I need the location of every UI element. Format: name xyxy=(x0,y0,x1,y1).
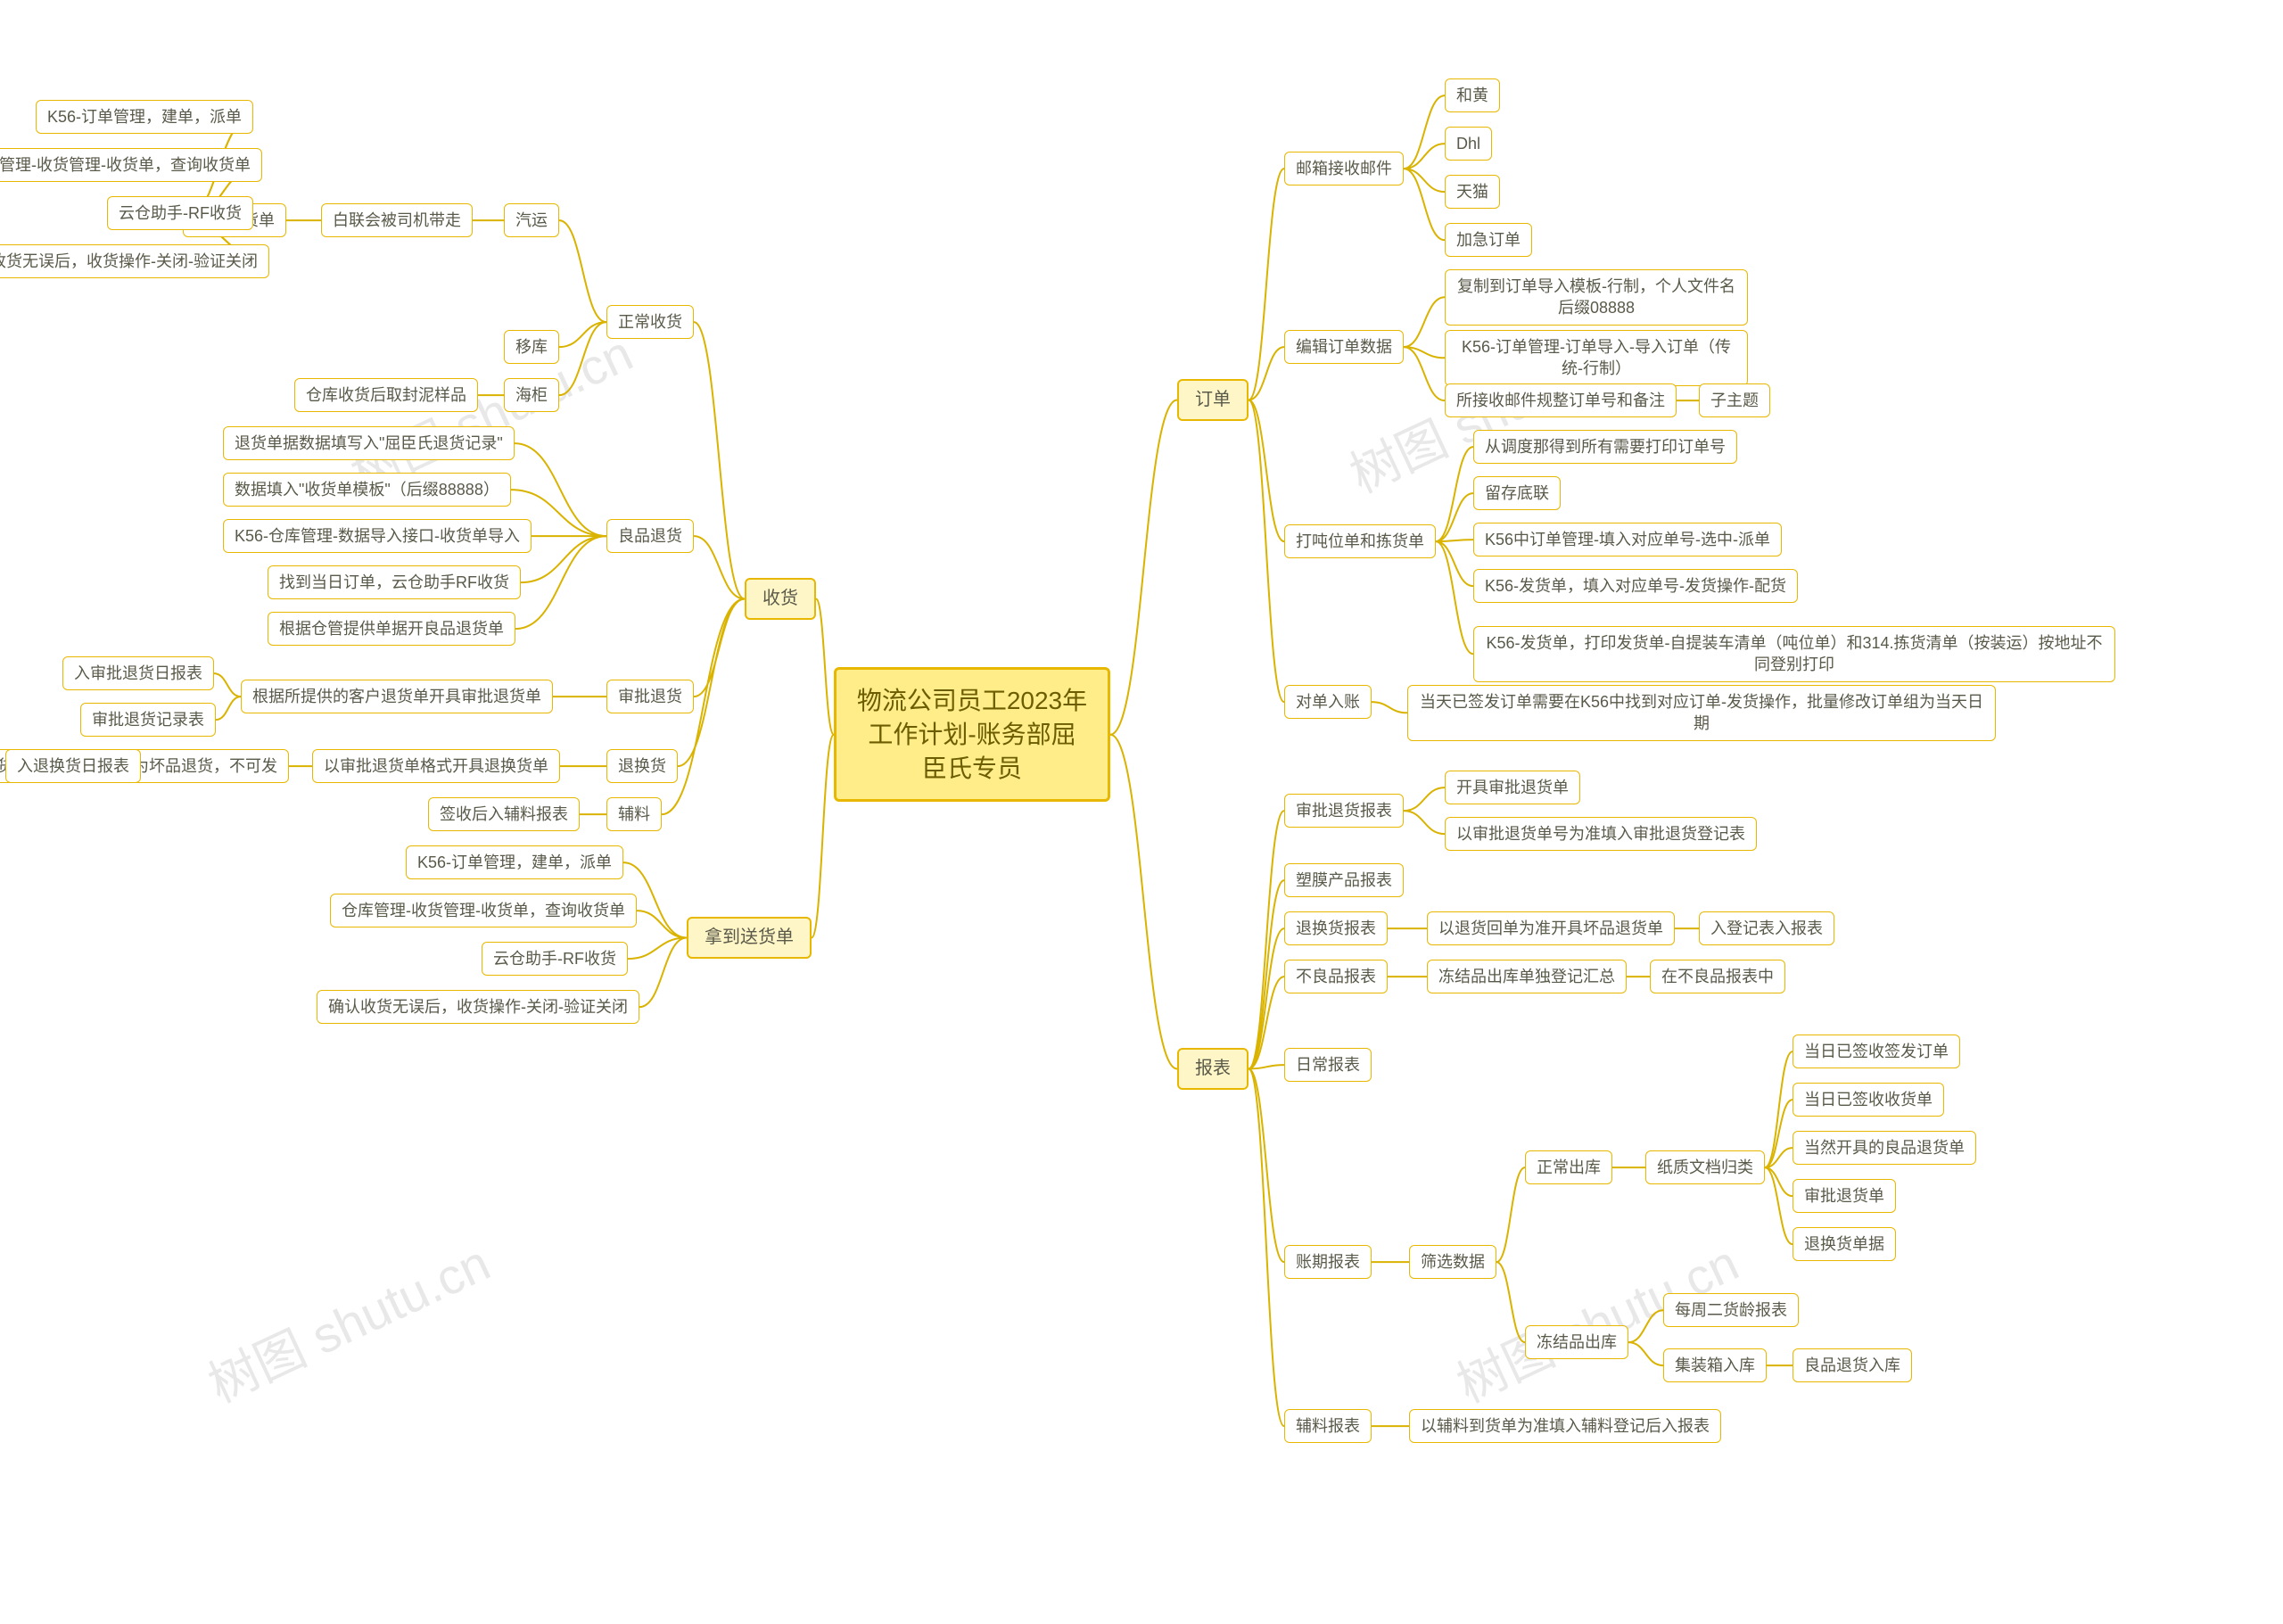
mindmap-node: 退换货 xyxy=(606,749,678,783)
mindmap-node: K56-订单管理，建单，派单 xyxy=(406,845,623,879)
mindmap-node: 确认收货无误后，收货操作-关闭-验证关闭 xyxy=(317,990,639,1024)
mindmap-node: 入审批退货日报表 xyxy=(62,656,214,690)
mindmap-node: 海柜 xyxy=(504,378,559,412)
mindmap-node: 当日已签收收货单 xyxy=(1793,1083,1944,1117)
mindmap-node: K56-订单管理，建单，派单 xyxy=(36,100,253,134)
mindmap-node: 白联会被司机带走 xyxy=(321,203,473,237)
mindmap-root: 物流公司员工2023年工作计划-账务部屈臣氏专员 xyxy=(834,667,1110,802)
mindmap-node: 纸质文档归类 xyxy=(1645,1150,1765,1184)
mindmap-node: 复制到订单导入模板-行制，个人文件名后缀08888 xyxy=(1445,269,1748,326)
mindmap-node: 所接收邮件规整订单号和备注 xyxy=(1445,383,1677,417)
mindmap-node: 以辅料到货单为准填入辅料登记后入报表 xyxy=(1409,1409,1721,1443)
mindmap-node: 当然开具的良品退货单 xyxy=(1793,1131,1976,1165)
mindmap-node: 云仓助手-RF收货 xyxy=(107,196,253,230)
mindmap-node: 退换货单据 xyxy=(1793,1227,1896,1261)
connector-layer xyxy=(0,0,2283,1624)
mindmap-node: K56中订单管理-填入对应单号-选中-派单 xyxy=(1473,523,1782,556)
mindmap-node: 收货 xyxy=(745,578,816,620)
mindmap-node: 正常出库 xyxy=(1525,1150,1612,1184)
mindmap-node: 审批退货单 xyxy=(1793,1179,1896,1213)
mindmap-node: 退换货报表 xyxy=(1284,911,1388,945)
mindmap-node: 日常报表 xyxy=(1284,1048,1372,1082)
mindmap-node: 云仓助手-RF收货 xyxy=(482,942,628,976)
mindmap-node: 审批退货报表 xyxy=(1284,794,1404,828)
mindmap-node: 入退换货日报表 xyxy=(5,749,141,783)
mindmap-node: 根据所提供的客户退货单开具审批退货单 xyxy=(241,680,553,713)
mindmap-node: 留存底联 xyxy=(1473,476,1561,510)
mindmap-node: 以退货回单为准开具坏品退货单 xyxy=(1427,911,1675,945)
mindmap-node: 以审批退货单号为准填入审批退货登记表 xyxy=(1445,817,1757,851)
mindmap-node: 开具审批退货单 xyxy=(1445,771,1580,804)
mindmap-node: 拿到送货单 xyxy=(687,917,812,959)
mindmap-node: 邮箱接收邮件 xyxy=(1284,152,1404,185)
mindmap-node: 数据填入"收货单模板"（后缀88888） xyxy=(223,473,511,507)
watermark: 树图 shutu.cn xyxy=(195,1224,500,1417)
mindmap-node: 塑膜产品报表 xyxy=(1284,863,1404,897)
mindmap-node: 审批退货 xyxy=(606,680,694,713)
mindmap-node: 移库 xyxy=(504,330,559,364)
mindmap-node: Dhl xyxy=(1445,127,1492,161)
mindmap-node: 不良品报表 xyxy=(1284,960,1388,993)
mindmap-node: 确认收货无误后，收货操作-关闭-验证关闭 xyxy=(0,244,269,278)
mindmap-node: 辅料 xyxy=(606,797,662,831)
mindmap-node: 冻结品出库 xyxy=(1525,1325,1628,1359)
mindmap-node: 筛选数据 xyxy=(1409,1245,1496,1279)
mindmap-node: 良品退货入库 xyxy=(1793,1348,1912,1382)
mindmap-node: 签收后入辅料报表 xyxy=(428,797,580,831)
mindmap-node: 正常收货 xyxy=(606,305,694,339)
mindmap-node: 子主题 xyxy=(1699,383,1770,417)
mindmap-node: 从调度那得到所有需要打印订单号 xyxy=(1473,430,1737,464)
mindmap-node: 天猫 xyxy=(1445,175,1500,209)
mindmap-node: 找到当日订单，云仓助手RF收货 xyxy=(268,565,521,599)
mindmap-node: 打吨位单和拣货单 xyxy=(1284,524,1436,558)
mindmap-node: 汽运 xyxy=(504,203,559,237)
mindmap-node: 根据仓管提供单据开良品退货单 xyxy=(268,612,515,646)
mindmap-node: 仓库管理-收货管理-收货单，查询收货单 xyxy=(330,894,637,927)
mindmap-node: 当天已签发订单需要在K56中找到对应订单-发货操作，批量修改订单组为当天日期 xyxy=(1407,685,1996,741)
mindmap-node: 报表 xyxy=(1177,1048,1249,1090)
mindmap-node: 退货单据数据填写入"屈臣氏退货记录" xyxy=(223,426,515,460)
mindmap-node: 审批退货记录表 xyxy=(80,703,216,737)
mindmap-node: 集装箱入库 xyxy=(1663,1348,1767,1382)
mindmap-node: 对单入账 xyxy=(1284,685,1372,719)
mindmap-node: 冻结品出库单独登记汇总 xyxy=(1427,960,1627,993)
mindmap-node: 以审批退货单格式开具退换货单 xyxy=(312,749,560,783)
mindmap-node: K56-发货单，填入对应单号-发货操作-配货 xyxy=(1473,569,1798,603)
mindmap-node: K56-仓库管理-数据导入接口-收货单导入 xyxy=(223,519,532,553)
mindmap-node: 每周二货龄报表 xyxy=(1663,1293,1799,1327)
mindmap-node: 良品退货 xyxy=(606,519,694,553)
mindmap-node: K56-订单管理-订单导入-导入订单（传统-行制） xyxy=(1445,330,1748,386)
mindmap-node: 账期报表 xyxy=(1284,1245,1372,1279)
mindmap-node: 辅料报表 xyxy=(1284,1409,1372,1443)
mindmap-node: 加急订单 xyxy=(1445,223,1532,257)
mindmap-node: 订单 xyxy=(1177,379,1249,421)
mindmap-node: 仓库管理-收货管理-收货单，查询收货单 xyxy=(0,148,262,182)
mindmap-node: 和黄 xyxy=(1445,78,1500,112)
mindmap-node: 编辑订单数据 xyxy=(1284,330,1404,364)
mindmap-node: 仓库收货后取封泥样品 xyxy=(294,378,478,412)
mindmap-node: 当日已签收签发订单 xyxy=(1793,1035,1960,1068)
mindmap-node: 在不良品报表中 xyxy=(1650,960,1785,993)
mindmap-node: 入登记表入报表 xyxy=(1699,911,1834,945)
mindmap-node: K56-发货单，打印发货单-自提装车清单（吨位单）和314.拣货清单（按装运）按… xyxy=(1473,626,2115,682)
